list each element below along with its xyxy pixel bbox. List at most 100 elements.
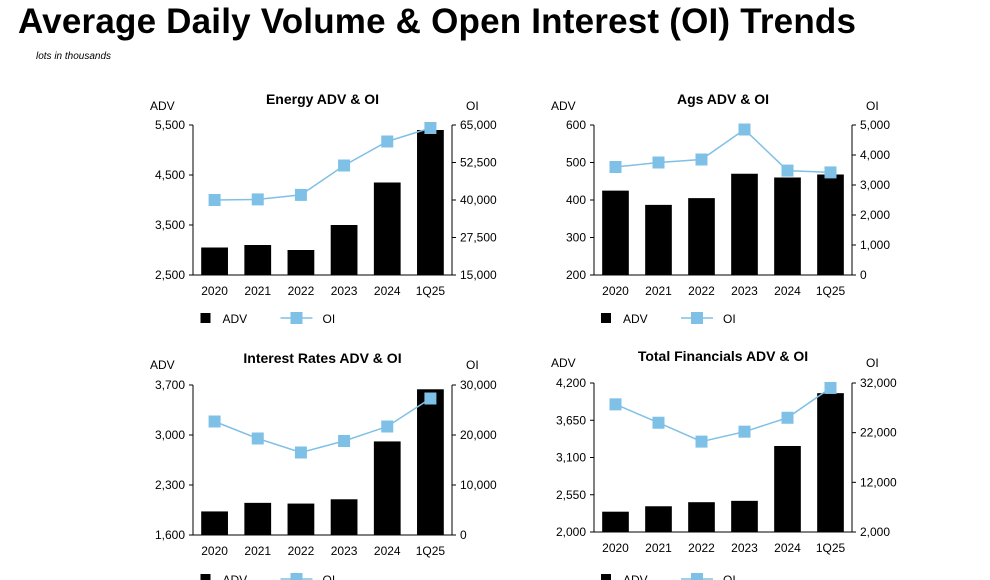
adv-bar (417, 389, 444, 535)
right-tick-label: 15,000 (460, 268, 497, 282)
category-label: 2020 (602, 284, 629, 298)
right-tick-label: 2,000 (860, 525, 890, 539)
left-tick-label: 1,600 (155, 528, 185, 542)
category-label: 2023 (731, 284, 758, 298)
legend-oi-label: OI (723, 573, 736, 580)
category-label: 2024 (774, 284, 801, 298)
category-label: 2023 (331, 284, 358, 298)
chart-title: Total Financials ADV & OI (638, 348, 808, 364)
page-title: Average Daily Volume & Open Interest (OI… (18, 2, 857, 41)
oi-marker (824, 166, 837, 179)
adv-bar (201, 247, 228, 275)
adv-bar (774, 177, 801, 275)
adv-bar (602, 511, 629, 532)
category-label: 2021 (244, 284, 271, 298)
category-label: 2022 (288, 544, 315, 558)
category-label: 2021 (244, 544, 271, 558)
oi-marker (695, 153, 708, 166)
left-tick-label: 3,650 (556, 413, 586, 427)
adv-bar (373, 182, 401, 275)
left-tick-label: 4,200 (556, 376, 586, 390)
adv-bar (201, 511, 228, 535)
oi-line (615, 128, 831, 174)
left-axis-label: ADV (150, 99, 175, 113)
adv-bar (688, 502, 715, 532)
legend-adv-label: ADV (223, 573, 248, 580)
left-tick-label: 2,000 (556, 525, 586, 539)
adv-bar (417, 130, 444, 275)
oi-marker (208, 415, 221, 428)
oi-marker (338, 435, 351, 447)
category-label: 2024 (374, 544, 401, 558)
oi-marker (251, 432, 264, 445)
adv-bar (774, 445, 801, 532)
oi-marker (781, 164, 794, 177)
right-tick-label: 1,000 (860, 238, 890, 252)
oi-marker (824, 381, 837, 394)
adv-bar (731, 173, 758, 275)
oi-marker (338, 159, 351, 172)
legend-oi-marker (691, 312, 703, 324)
left-tick-label: 600 (566, 118, 586, 132)
category-label: 2020 (602, 541, 629, 555)
legend-oi-label: OI (323, 573, 336, 580)
right-tick-label: 10,000 (460, 478, 497, 492)
category-label: 2020 (201, 544, 228, 558)
adv-bar (244, 502, 272, 535)
page-subtitle: lots in thousands (36, 51, 112, 62)
oi-marker (609, 398, 622, 411)
right-tick-label: 4,000 (860, 148, 890, 162)
category-label: 2020 (201, 284, 228, 298)
adv-bar (645, 506, 672, 532)
oi-marker (652, 416, 665, 429)
left-tick-label: 3,100 (556, 451, 586, 465)
category-label: 2023 (731, 541, 758, 555)
left-axis-label: ADV (150, 358, 175, 372)
category-label: 2022 (688, 541, 715, 555)
oi-line (214, 397, 431, 454)
right-tick-label: 32,000 (860, 376, 897, 390)
left-tick-label: 4,500 (155, 168, 185, 182)
legend-oi-marker (290, 312, 303, 324)
adv-bar (287, 250, 315, 275)
adv-bar (330, 225, 358, 275)
right-tick-label: 2,000 (860, 208, 890, 222)
oi-marker (381, 420, 394, 433)
legend-oi-label: OI (323, 312, 336, 326)
right-tick-label: 22,000 (860, 426, 897, 440)
right-tick-label: 27,500 (460, 231, 497, 245)
left-tick-label: 400 (566, 193, 586, 207)
category-label: 2021 (645, 284, 672, 298)
left-tick-label: 3,000 (155, 428, 185, 442)
oi-marker (208, 194, 221, 206)
left-tick-label: 200 (566, 268, 586, 282)
adv-bar (731, 500, 758, 532)
left-tick-label: 300 (566, 231, 586, 245)
oi-marker (609, 161, 622, 173)
left-tick-label: 3,500 (155, 218, 185, 232)
right-tick-label: 12,000 (860, 475, 897, 489)
right-tick-label: 0 (860, 268, 867, 282)
oi-marker (738, 123, 751, 136)
adv-bar (688, 198, 715, 275)
left-axis-label: ADV (551, 356, 576, 370)
category-label: 1Q25 (816, 541, 846, 555)
chart-title: Ags ADV & OI (677, 91, 769, 107)
legend-adv-swatch (200, 313, 211, 323)
legend-adv-swatch (601, 313, 611, 323)
legend-adv-label: ADV (623, 573, 648, 580)
legend-oi-marker (691, 573, 703, 580)
legend-adv-label: ADV (623, 312, 648, 326)
right-tick-label: 3,000 (860, 178, 890, 192)
legend-oi-marker (290, 573, 303, 580)
right-tick-label: 5,000 (860, 118, 890, 132)
oi-marker (695, 435, 708, 448)
adv-bar (602, 190, 629, 275)
left-tick-label: 2,500 (155, 268, 185, 282)
left-tick-label: 3,700 (155, 378, 185, 392)
chart-title: Energy ADV & OI (266, 91, 379, 107)
adv-bar (817, 174, 844, 275)
